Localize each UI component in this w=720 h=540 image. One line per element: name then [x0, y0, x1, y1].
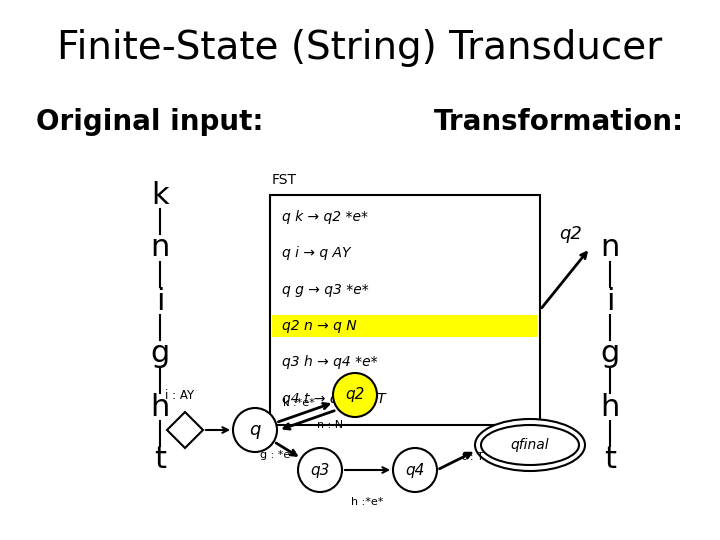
Text: q g → q3 *e*: q g → q3 *e*	[282, 283, 369, 296]
Text: t: t	[604, 446, 616, 475]
Text: n : N: n : N	[317, 421, 343, 430]
Text: h :*e*: h :*e*	[351, 497, 384, 507]
Text: q4: q4	[405, 462, 425, 477]
Text: t: t	[154, 446, 166, 475]
Text: h: h	[600, 393, 620, 422]
Text: n: n	[150, 233, 170, 262]
Text: q2: q2	[559, 225, 582, 243]
Text: Transformation:: Transformation:	[434, 108, 684, 136]
Text: qfinal: qfinal	[510, 438, 549, 452]
Text: g: g	[150, 340, 170, 368]
Text: g : *e*: g : *e*	[260, 450, 296, 460]
Text: q3 h → q4 *e*: q3 h → q4 *e*	[282, 355, 377, 369]
Text: Original input:: Original input:	[36, 108, 264, 136]
Text: h: h	[150, 393, 170, 422]
Text: i: i	[156, 287, 164, 315]
Text: i : AY: i : AY	[166, 389, 194, 402]
Bar	[272, 315, 538, 337]
Text: q i → q AY: q i → q AY	[282, 246, 351, 260]
Text: q2: q2	[346, 388, 365, 402]
Text: k :*e*: k :*e*	[283, 397, 315, 408]
Text: q: q	[249, 421, 261, 439]
Text: i: i	[606, 287, 614, 315]
Text: FST: FST	[272, 173, 297, 187]
Text: n: n	[600, 233, 620, 262]
Text: Finite-State (String) Transducer: Finite-State (String) Transducer	[58, 29, 662, 67]
Ellipse shape	[475, 419, 585, 471]
Text: g: g	[600, 340, 620, 368]
Circle shape	[333, 373, 377, 417]
Circle shape	[298, 448, 342, 492]
Text: q k → q2 *e*: q k → q2 *e*	[282, 210, 368, 224]
Bar	[270, 195, 540, 425]
Text: t : T: t : T	[462, 452, 483, 462]
Text: k: k	[151, 180, 168, 210]
Text: q4 t → qfinal  T: q4 t → qfinal T	[282, 392, 386, 406]
Text: q2 n → q N: q2 n → q N	[282, 319, 356, 333]
Text: q3: q3	[310, 462, 330, 477]
Circle shape	[233, 408, 277, 452]
Circle shape	[393, 448, 437, 492]
